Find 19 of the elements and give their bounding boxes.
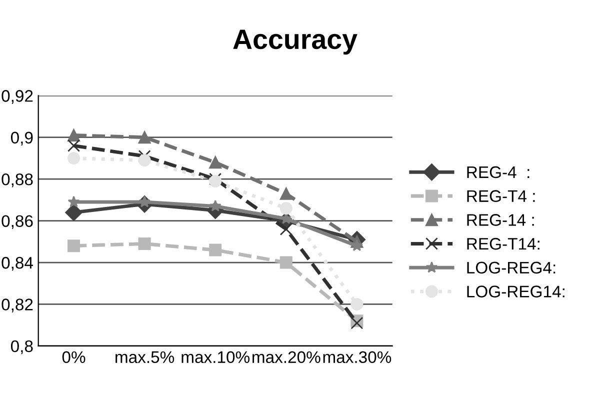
- y-tick-label: 0,86: [2, 215, 33, 229]
- legend-label: REG-14 :: [467, 214, 534, 226]
- legend-label: REG-T14:: [467, 238, 540, 250]
- legend-label: REG-4 :: [467, 166, 530, 178]
- legend-label: REG-T4 :: [467, 190, 535, 202]
- y-tick-label: 0,88: [2, 173, 33, 188]
- chart-title: Accuracy: [233, 30, 358, 55]
- y-tick-label: 0,82: [2, 298, 33, 312]
- x-tick-label: max.5%: [116, 351, 174, 364]
- legend-label: LOG-REG14:: [467, 286, 564, 298]
- y-tick-label: 0,92: [2, 90, 33, 104]
- legend-label: LOG-REG4:: [467, 262, 556, 274]
- x-tick-label: max.30%: [323, 351, 392, 364]
- y-tick-label: 0,84: [2, 256, 34, 271]
- x-tick-label: 0%: [62, 351, 86, 364]
- y-tick-label: 0,8: [10, 340, 33, 354]
- x-tick-label: max.10%: [182, 351, 250, 364]
- x-tick-label: max.20%: [252, 351, 320, 364]
- y-tick-label: 0,9: [10, 132, 33, 146]
